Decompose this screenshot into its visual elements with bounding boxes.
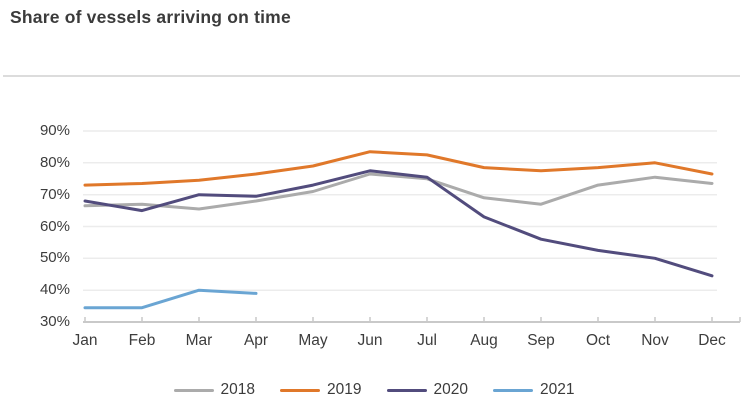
legend-item-2020: 2020 (386, 381, 468, 399)
x-tick-label: Mar (185, 332, 213, 349)
legend-label: 2021 (539, 381, 575, 398)
legend-item-2018: 2018 (173, 381, 256, 399)
legend-label: 2020 (433, 381, 468, 398)
x-tick-label: Oct (585, 332, 611, 349)
legend-swatch-icon (173, 388, 214, 392)
series-line-2020 (83, 169, 714, 278)
x-tick-label: May (298, 332, 328, 349)
legend-item-2021: 2021 (492, 381, 575, 399)
legend-swatch-icon (280, 388, 321, 392)
x-tick-label: Dec (698, 332, 726, 349)
x-tick-label: Apr (243, 332, 269, 349)
x-tick-label: Aug (470, 332, 498, 349)
y-tick-label: 50% (39, 249, 70, 267)
title-divider (3, 75, 740, 77)
y-tick-label: 60% (39, 217, 70, 235)
legend-swatch-icon (492, 388, 533, 392)
series-line-2018 (83, 172, 714, 211)
x-tick-label: Nov (641, 332, 669, 349)
chart-title: Share of vessels arriving on time (10, 7, 291, 27)
y-tick-label: 90% (39, 122, 70, 139)
x-tick-label: Jul (417, 332, 437, 349)
chart-legend: 2018 2019 2020 2021 (0, 381, 748, 399)
x-tick-label: Feb (128, 332, 156, 349)
y-tick-label: 30% (39, 313, 70, 330)
x-tick-label: Jan (72, 332, 98, 349)
series-line-2019 (83, 150, 714, 187)
y-tick-label: 40% (39, 281, 70, 299)
legend-item-2019: 2019 (280, 381, 362, 399)
legend-label: 2019 (327, 381, 362, 398)
x-tick-label: Sep (527, 332, 555, 349)
series-line-2021 (83, 288, 258, 310)
x-tick-label: Jun (357, 332, 383, 349)
y-tick-label: 70% (39, 185, 70, 203)
legend-label: 2018 (220, 381, 256, 398)
legend-swatch-icon (386, 388, 427, 392)
y-tick-label: 80% (39, 153, 70, 171)
